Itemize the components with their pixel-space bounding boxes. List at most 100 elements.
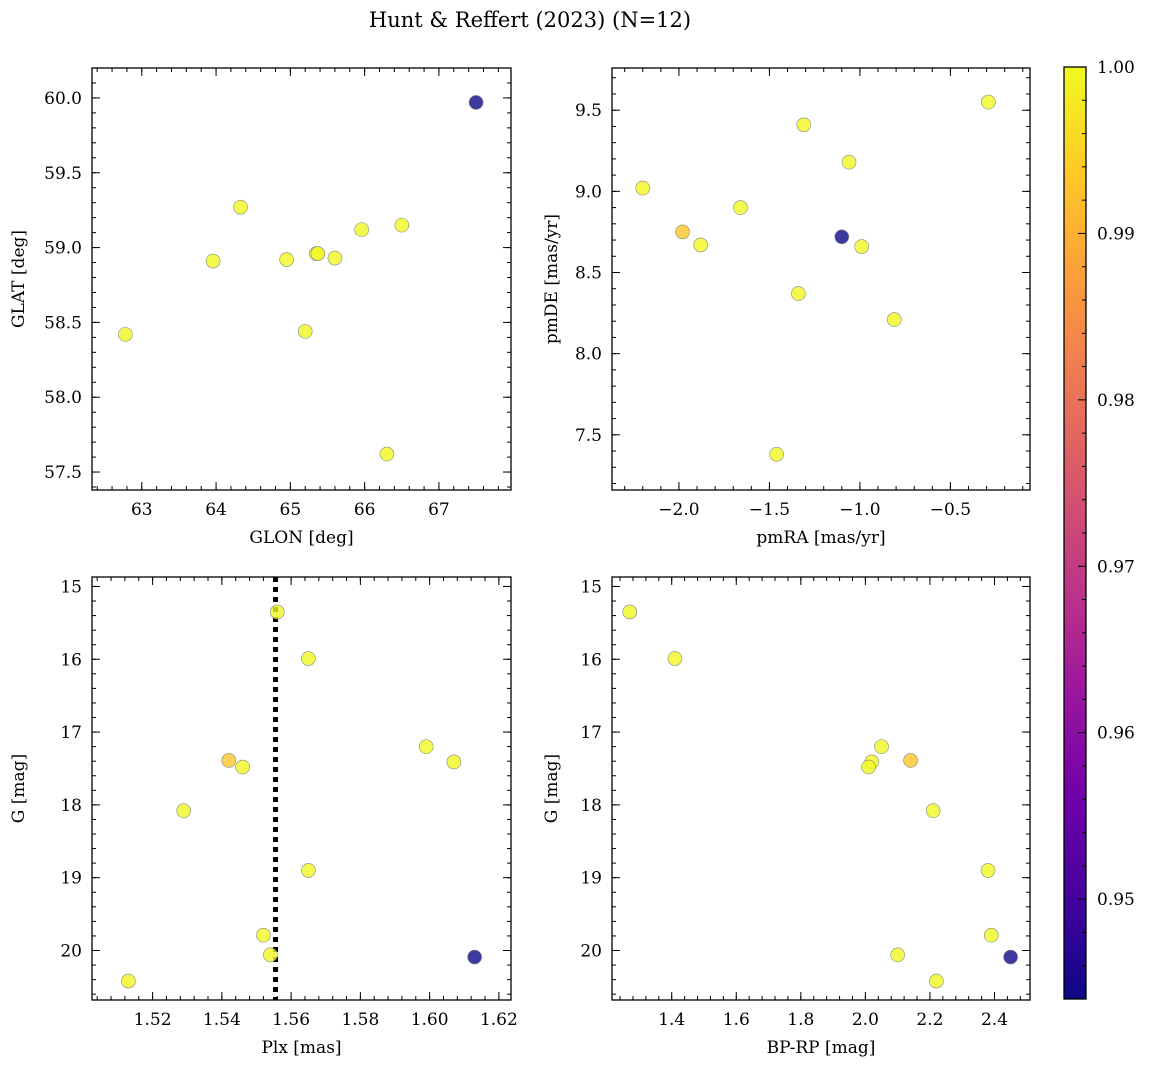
- data-point: [205, 253, 221, 269]
- x-tick-label: 1.52: [134, 1010, 172, 1030]
- data-point: [890, 947, 905, 963]
- x-tick-label: 2.2: [916, 1010, 943, 1030]
- data-point: [297, 324, 313, 339]
- y-tick-label: 15: [60, 577, 82, 597]
- data-point: [327, 250, 343, 266]
- y-tick-label: 16: [580, 650, 602, 670]
- data-point: [394, 217, 410, 233]
- y-tick-label: 9.5: [575, 101, 602, 121]
- x-tick-label: 1.56: [272, 1010, 310, 1030]
- y-tick-label: 19: [580, 869, 602, 889]
- y-tick-label: 59.0: [44, 239, 82, 259]
- scatter-panel-2: −2.0 −1.5 −1.0 −0.5 7.5 8.0 8.5 9.0 9.5 pmRA [mas…: [542, 67, 1031, 548]
- axes-frame: [91, 67, 512, 491]
- data-point: [667, 651, 683, 666]
- y-tick-label: 8.0: [575, 345, 602, 365]
- data-point: [301, 863, 316, 878]
- x-axis-label: Plx [mas]: [261, 1038, 341, 1058]
- y-tick-label: 20: [60, 941, 82, 961]
- x-tick-label: −1.0: [839, 500, 880, 520]
- data-point: [791, 286, 806, 301]
- x-tick-label: −1.5: [749, 500, 790, 520]
- y-tick-label: 58.0: [44, 388, 82, 408]
- data-point: [635, 180, 651, 196]
- y-tick-label: 17: [580, 723, 602, 743]
- y-tick-label: 60.0: [44, 89, 82, 109]
- x-tick-label: 1.4: [658, 1010, 685, 1030]
- x-tick-label: 67: [428, 500, 450, 520]
- data-point: [983, 927, 999, 943]
- colorbar-tick-label: 0.98: [1097, 391, 1135, 411]
- x-tick-label: 64: [205, 500, 227, 520]
- colorbar-tick-label: 0.96: [1097, 724, 1135, 744]
- x-tick-label: 63: [131, 500, 153, 520]
- data-point: [301, 651, 316, 666]
- data-point: [467, 949, 482, 965]
- colorbar-tick-label: 1.00: [1097, 58, 1135, 78]
- data-point: [693, 237, 708, 253]
- data-point: [379, 446, 395, 462]
- scatter-panel-1: 63 64 65 66 67 57.5 58.0 58.5 59.0 59.5 60.0 GLON […: [9, 67, 512, 548]
- x-axis-label: pmRA [mas/yr]: [756, 528, 885, 548]
- data-point: [925, 803, 941, 819]
- data-point: [263, 947, 278, 963]
- x-axis-label: GLON [deg]: [249, 528, 353, 548]
- y-axis-label: G [mag]: [9, 754, 29, 823]
- data-point: [675, 224, 690, 240]
- x-tick-label: 66: [354, 500, 376, 520]
- data-point: [733, 200, 748, 215]
- data-point: [929, 973, 944, 989]
- x-tick-label: −0.5: [930, 500, 971, 520]
- y-tick-label: 17: [60, 723, 82, 743]
- colorbar-tick-label: 0.95: [1097, 890, 1135, 910]
- data-point: [1003, 949, 1018, 965]
- data-point: [841, 154, 857, 170]
- data-point: [980, 863, 996, 878]
- data-point: [269, 604, 285, 620]
- data-point: [874, 739, 889, 754]
- colorbar-tick-label: 0.97: [1097, 557, 1135, 577]
- y-tick-label: 18: [60, 796, 82, 816]
- y-tick-label: 16: [60, 650, 82, 670]
- x-tick-label: 1.6: [723, 1010, 750, 1030]
- y-tick-label: 59.5: [44, 164, 82, 184]
- data-point: [834, 229, 850, 245]
- x-tick-label: 1.58: [341, 1010, 379, 1030]
- y-axis-label: G [mag]: [542, 754, 562, 823]
- axes-frame: [91, 576, 512, 1001]
- data-point: [622, 604, 638, 620]
- data-point: [279, 252, 294, 267]
- axes-frame: [611, 67, 1031, 491]
- axes-frame: [611, 576, 1031, 1001]
- x-tick-label: 65: [280, 500, 302, 520]
- x-tick-label: 1.60: [411, 1010, 449, 1030]
- figure-title: Hunt & Reffert (2023) (N=12): [369, 8, 691, 32]
- data-point: [418, 739, 434, 754]
- data-point: [310, 246, 326, 261]
- data-point: [233, 199, 248, 215]
- data-point: [861, 759, 876, 775]
- colorbar-tick-label: 0.99: [1097, 224, 1135, 244]
- x-tick-label: −2.0: [658, 500, 699, 520]
- x-axis-label: BP-RP [mag]: [767, 1038, 876, 1058]
- data-point: [903, 753, 918, 768]
- y-tick-label: 18: [580, 796, 602, 816]
- x-tick-label: 1.54: [203, 1010, 241, 1030]
- data-point: [118, 327, 133, 342]
- data-point: [796, 117, 812, 133]
- data-point: [235, 759, 250, 775]
- y-tick-label: 15: [580, 577, 602, 597]
- x-tick-label: 1.8: [787, 1010, 814, 1030]
- x-tick-label: 2.4: [981, 1010, 1008, 1030]
- data-point: [981, 94, 996, 110]
- colorbar-gradient: [1064, 67, 1086, 999]
- y-tick-label: 7.5: [575, 426, 602, 446]
- y-axis-label: pmDE [mas/yr]: [542, 214, 562, 344]
- x-tick-label: 1.62: [480, 1010, 518, 1030]
- data-point: [256, 927, 271, 943]
- colorbar: 0.95 0.96 0.97 0.98 0.99 1.00: [1063, 58, 1135, 1000]
- scatter-panel-4: 1.4 1.6 1.8 2.0 2.2 2.4 15 16 17 18 19 20 BP-RP [mag…: [542, 576, 1031, 1058]
- y-tick-label: 8.5: [575, 264, 602, 284]
- data-point: [769, 446, 784, 462]
